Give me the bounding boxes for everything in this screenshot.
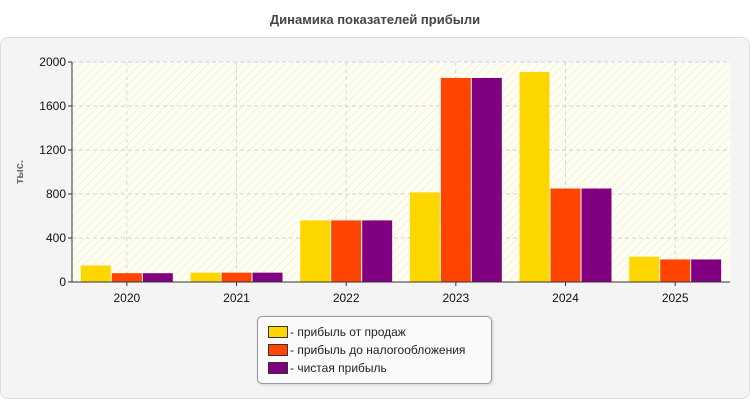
bar-3-2024 xyxy=(581,188,612,282)
y-tick-label: 0 xyxy=(59,275,66,289)
x-tick-label: 2024 xyxy=(552,291,579,305)
bar-1-2024 xyxy=(519,71,550,283)
y-tick-label: 1600 xyxy=(39,99,66,113)
legend: - прибыль от продаж - прибыль до налогооб… xyxy=(257,316,492,384)
legend-label: - чистая прибыль xyxy=(290,361,387,375)
bar-3-2025 xyxy=(691,259,722,282)
chart-title: Динамика показателей прибыли xyxy=(269,12,481,27)
bar-1-2025 xyxy=(629,256,660,282)
bar-2-2023 xyxy=(440,77,471,282)
y-tick-label: 2000 xyxy=(39,55,66,69)
grid-lines xyxy=(72,61,730,282)
bar-1-2023 xyxy=(409,192,440,282)
bar-1-2022 xyxy=(300,220,331,282)
legend-label: - прибыль от продаж xyxy=(290,325,406,339)
bar-2-2021 xyxy=(221,272,252,282)
legend-swatch xyxy=(268,362,288,374)
y-tick-label: 1200 xyxy=(39,143,66,157)
bar-2-2025 xyxy=(660,259,691,282)
legend-swatch xyxy=(268,344,288,356)
bar-series xyxy=(80,71,722,283)
bar-2-2022 xyxy=(331,220,362,282)
y-tick-label: 400 xyxy=(46,231,66,245)
bar-1-2021 xyxy=(190,272,221,282)
legend-swatch xyxy=(268,326,288,338)
x-tick-label: 2025 xyxy=(662,291,689,305)
bar-3-2022 xyxy=(362,220,393,282)
legend-item-2: - прибыль до налогообложения xyxy=(268,342,465,358)
bar-3-2020 xyxy=(142,273,173,282)
x-tick-label: 2020 xyxy=(113,291,140,305)
bar-2-2020 xyxy=(111,273,142,282)
x-tick-label: 2022 xyxy=(333,291,360,305)
tick-labels: 0 400 800 1200 1600 2000 2020 2021 2022 2023 2024 2… xyxy=(39,55,689,305)
y-axis-title: тыс. xyxy=(14,160,26,184)
bar-1-2020 xyxy=(80,265,111,282)
bar-3-2023 xyxy=(471,77,502,282)
legend-item-3: - чистая прибыль xyxy=(268,360,387,376)
x-tick-label: 2021 xyxy=(223,291,250,305)
plot-area xyxy=(72,62,730,282)
legend-item-1: - прибыль от продаж xyxy=(268,324,406,340)
axes xyxy=(68,61,730,286)
x-tick-label: 2023 xyxy=(442,291,469,305)
bar-3-2021 xyxy=(252,272,283,282)
bar-2-2024 xyxy=(550,188,581,282)
legend-label: - прибыль до налогообложения xyxy=(290,343,466,357)
y-tick-label: 800 xyxy=(46,187,66,201)
